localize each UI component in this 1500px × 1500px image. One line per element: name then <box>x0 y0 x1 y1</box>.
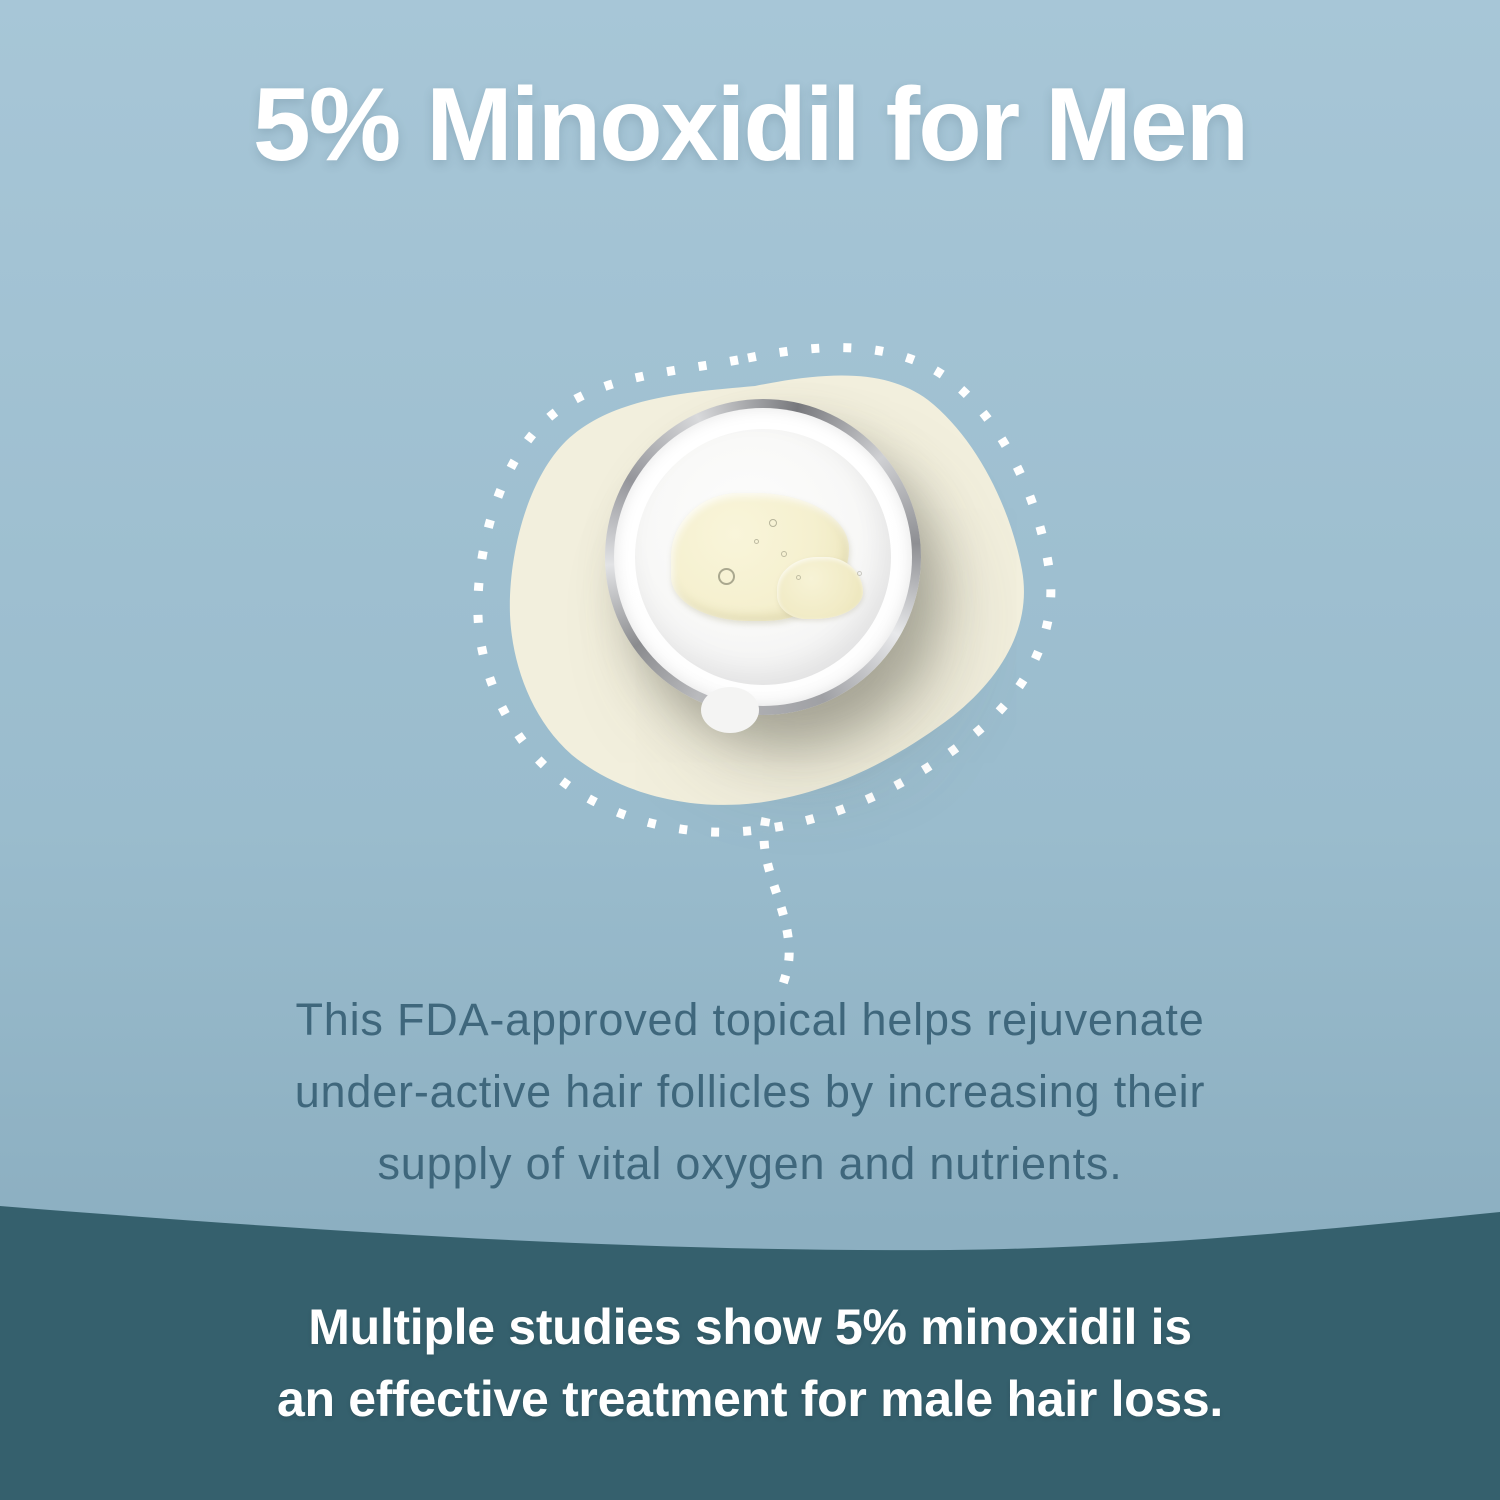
air-bubble-icon <box>754 539 759 544</box>
description-line: under-active hair follicles by increasin… <box>294 1066 1206 1117</box>
air-bubble-icon <box>769 519 777 527</box>
description-line: supply of vital oxygen and nutrients. <box>377 1138 1123 1189</box>
air-bubble-icon <box>718 568 735 585</box>
liquid-droplet-notch <box>701 687 759 733</box>
dotted-ring <box>473 343 1056 837</box>
description-line: This FDA-approved topical helps rejuvena… <box>295 994 1205 1045</box>
air-bubble-icon <box>781 551 787 557</box>
petri-dish-photo <box>605 399 921 733</box>
dotted-tail <box>759 817 794 986</box>
liquid-droplet <box>671 493 863 621</box>
banner-text: Multiple studies show 5% minoxidil is an… <box>0 1291 1500 1435</box>
air-bubble-icon <box>796 575 801 580</box>
page-title: 5% Minoxidil for Men <box>252 67 1249 183</box>
description-text: This FDA-approved topical helps rejuvena… <box>0 984 1500 1200</box>
banner-line: an effective treatment for male hair los… <box>276 1371 1224 1427</box>
liquid-droplet-lobe <box>777 557 863 619</box>
air-bubble-icon <box>857 571 862 576</box>
banner-line: Multiple studies show 5% minoxidil is <box>308 1299 1192 1355</box>
banner-wave <box>0 1206 1500 1500</box>
